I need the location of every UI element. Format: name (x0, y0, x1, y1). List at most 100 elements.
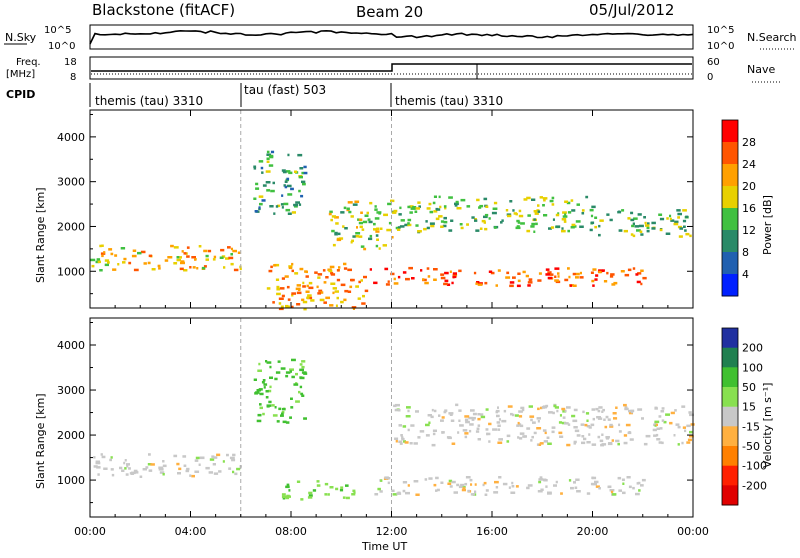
heatmap-cell (278, 302, 282, 305)
heatmap-cell (688, 411, 692, 414)
heatmap-cell (95, 260, 100, 264)
heatmap-cell (483, 221, 486, 224)
heatmap-cell (268, 154, 274, 158)
heatmap-cell (465, 476, 471, 479)
colorbar-tick-label: 20 (742, 180, 756, 193)
heatmap-cell (609, 218, 613, 222)
heatmap-cell (590, 214, 594, 218)
heatmap-cell (402, 481, 408, 484)
heatmap-cell (576, 203, 580, 206)
heatmap-cell (542, 197, 548, 200)
heatmap-cell (443, 410, 447, 414)
heatmap-cell (114, 254, 118, 257)
heatmap-cell (526, 196, 531, 200)
heatmap-cell (336, 238, 342, 242)
heatmap-cell (533, 210, 537, 213)
heatmap-cell (303, 417, 307, 420)
velocity-colorbar: 200 100 50 15 -15 -50 -100 -200 (721, 327, 767, 506)
heatmap-cell (588, 426, 592, 429)
heatmap-cell (303, 372, 308, 375)
heatmap-cell (337, 269, 340, 272)
heatmap-cell (289, 370, 292, 373)
heatmap-cell (502, 482, 508, 486)
heatmap-cell (454, 202, 459, 206)
heatmap-cell (132, 249, 137, 252)
heatmap-cell (433, 409, 437, 413)
heatmap-cell (448, 412, 454, 415)
heatmap-cell (493, 201, 498, 205)
heatmap-cell (475, 282, 478, 285)
heatmap-cell (686, 441, 691, 444)
heatmap-cell (658, 441, 663, 444)
heatmap-cell (173, 246, 179, 249)
heatmap-cell (542, 429, 547, 432)
heatmap-cell (390, 272, 395, 276)
heatmap-cell (497, 441, 503, 444)
heatmap-cell (307, 496, 313, 499)
heatmap-cell (581, 435, 585, 438)
heatmap-cell (176, 256, 180, 259)
heatmap-cell (474, 483, 477, 486)
velocity-ylabel: Slant Range [km] (34, 393, 47, 489)
heatmap-cell (350, 215, 354, 218)
heatmap-cell (344, 289, 349, 293)
heatmap-cell (612, 493, 617, 496)
heatmap-cell (627, 268, 632, 272)
heatmap-cell (323, 301, 327, 304)
colorbar-swatch (722, 164, 738, 187)
heatmap-cell (585, 195, 589, 199)
heatmap-cell (179, 267, 184, 271)
heatmap-cell (352, 203, 358, 206)
heatmap-cell (158, 466, 164, 469)
heatmap-cell (561, 218, 567, 221)
heatmap-cell (349, 285, 353, 289)
heatmap-cell (290, 406, 294, 409)
heatmap-cell (590, 271, 594, 274)
x-tick-label: 12:00 (376, 525, 408, 538)
heatmap-cell (258, 206, 261, 209)
heatmap-cell (485, 205, 489, 208)
heatmap-cell (604, 425, 608, 429)
heatmap-cell (640, 282, 643, 286)
heatmap-cell (290, 187, 294, 191)
heatmap-cell (526, 486, 530, 490)
heatmap-cell (528, 278, 533, 281)
heatmap-cell (449, 413, 453, 416)
heatmap-cell (266, 153, 272, 156)
heatmap-cell (613, 417, 618, 420)
heatmap-cell (147, 463, 152, 466)
heatmap-cell (112, 268, 117, 271)
heatmap-cell (325, 296, 330, 300)
heatmap-cell (258, 160, 264, 163)
heatmap-cell (602, 408, 605, 412)
heatmap-cell (562, 215, 568, 218)
heatmap-cell (617, 476, 622, 480)
heatmap-cell (338, 237, 344, 240)
heatmap-cell (472, 416, 476, 420)
heatmap-cell (492, 207, 498, 210)
heatmap-cell (469, 423, 474, 426)
heatmap-cell (200, 456, 205, 460)
heatmap-cell (448, 229, 453, 232)
heatmap-cell (479, 227, 483, 230)
heatmap-cell (398, 440, 402, 443)
heatmap-cell (520, 406, 525, 410)
heatmap-cell (255, 182, 259, 186)
heatmap-cell (382, 244, 387, 247)
heatmap-cell (653, 423, 656, 427)
heatmap-cell (269, 365, 272, 369)
heatmap-cell (574, 486, 578, 489)
heatmap-cell (440, 481, 444, 484)
heatmap-cell (575, 220, 581, 223)
heatmap-cell (418, 205, 421, 208)
heatmap-cell (328, 212, 332, 216)
heatmap-cell (443, 220, 448, 224)
heatmap-cell (598, 270, 602, 274)
heatmap-cell (273, 264, 277, 267)
heatmap-cell (638, 224, 644, 228)
heatmap-cell (400, 434, 403, 437)
heatmap-cell (407, 428, 410, 432)
heatmap-cell (598, 269, 603, 272)
heatmap-cell (343, 298, 347, 302)
heatmap-cell (682, 219, 687, 223)
